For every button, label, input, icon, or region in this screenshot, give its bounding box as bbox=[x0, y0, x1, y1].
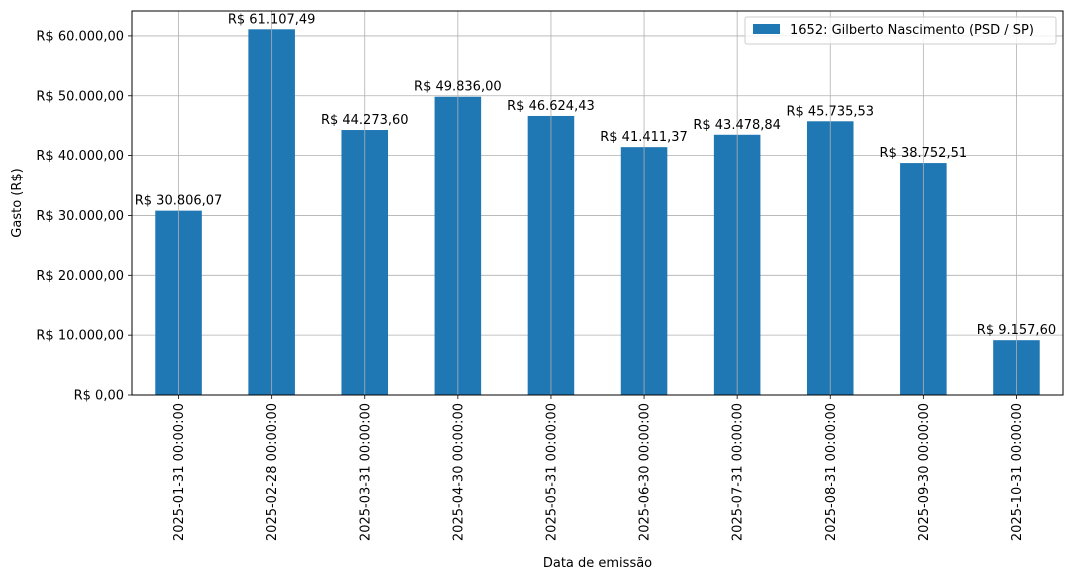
x-tick-label: 2025-04-30 00:00:00 bbox=[451, 403, 466, 541]
y-axis-title: Gasto (R$) bbox=[10, 168, 25, 237]
legend: 1652: Gilberto Nascimento (PSD / SP) bbox=[744, 16, 1057, 45]
bar-value-label: R$ 38.752,51 bbox=[880, 146, 968, 161]
x-tick-label: 2025-06-30 00:00:00 bbox=[638, 403, 653, 541]
legend-swatch bbox=[753, 24, 780, 34]
bar-value-label: R$ 45.735,53 bbox=[786, 104, 874, 119]
plot-frame bbox=[131, 10, 1064, 396]
x-axis-ticks: 2025-01-31 00:00:00 2025-02-28 00:00:00 20… bbox=[172, 395, 1025, 541]
bar-value-label: R$ 46.624,43 bbox=[507, 99, 595, 114]
x-axis-title: Data de emissão bbox=[543, 556, 652, 571]
y-tick-label: R$ 20.000,00 bbox=[36, 269, 124, 284]
bar-value-label: R$ 41.411,37 bbox=[600, 130, 688, 145]
y-tick-label: R$ 0,00 bbox=[74, 389, 124, 404]
bar-value-label: R$ 43.478,84 bbox=[693, 118, 781, 133]
y-tick-label: R$ 50.000,00 bbox=[36, 89, 124, 104]
x-grid bbox=[178, 11, 1017, 395]
y-tick-label: R$ 60.000,00 bbox=[36, 29, 124, 44]
bar-value-label: R$ 61.107,49 bbox=[228, 12, 316, 27]
x-tick-label: 2025-08-31 00:00:00 bbox=[824, 403, 839, 541]
data-labels: R$ 30.806,07 R$ 61.107,49 R$ 44.273,60 R$ 4… bbox=[135, 12, 1056, 338]
x-tick-label: 2025-09-30 00:00:00 bbox=[917, 403, 932, 541]
y-axis-ticks: R$ 0,00 R$ 10.000,00 R$ 20.000,00 R$ 30.000… bbox=[36, 29, 132, 404]
y-tick-label: R$ 30.000,00 bbox=[36, 209, 124, 224]
bar-value-label: R$ 9.157,60 bbox=[977, 323, 1056, 338]
x-tick-label: 2025-02-28 00:00:00 bbox=[265, 403, 280, 541]
bar-value-label: R$ 49.836,00 bbox=[414, 80, 502, 95]
x-tick-label: 2025-10-31 00:00:00 bbox=[1010, 403, 1025, 541]
bars bbox=[155, 29, 1040, 396]
legend-box bbox=[744, 16, 1057, 45]
bar-value-label: R$ 30.806,07 bbox=[135, 194, 223, 209]
x-tick-label: 2025-07-31 00:00:00 bbox=[731, 403, 746, 541]
x-tick-label: 2025-05-31 00:00:00 bbox=[544, 403, 559, 541]
bar-value-label: R$ 44.273,60 bbox=[321, 113, 409, 128]
x-tick-label: 2025-01-31 00:00:00 bbox=[172, 403, 187, 541]
legend-label: 1652: Gilberto Nascimento (PSD / SP) bbox=[790, 23, 1034, 38]
y-tick-label: R$ 10.000,00 bbox=[36, 329, 124, 344]
y-tick-label: R$ 40.000,00 bbox=[36, 149, 124, 164]
x-tick-label: 2025-03-31 00:00:00 bbox=[358, 403, 373, 541]
